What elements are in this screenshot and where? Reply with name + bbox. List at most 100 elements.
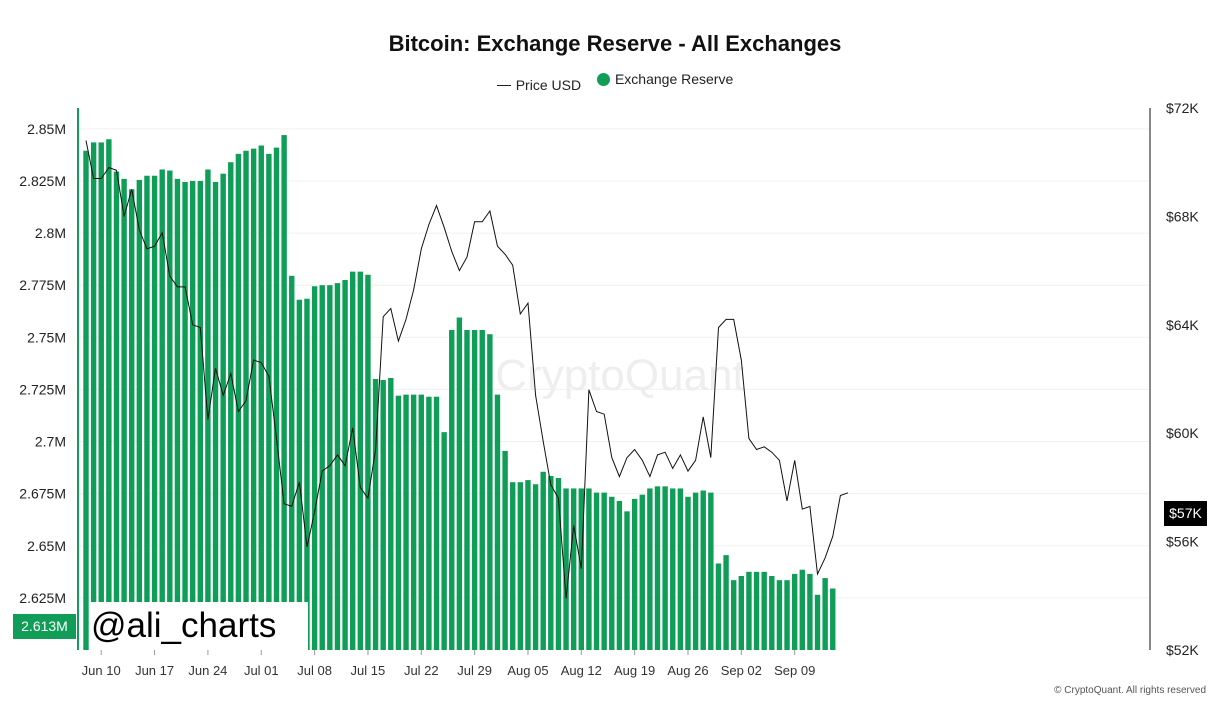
reserve-bar (616, 500, 623, 650)
reserve-bar (700, 490, 706, 650)
reserve-bar (738, 576, 745, 650)
gridlines (78, 128, 1150, 599)
right-tick-label: $68K (1166, 208, 1199, 224)
reserve-bar (319, 285, 325, 650)
reserve-bar (113, 171, 120, 650)
author-handle: @ali_charts (89, 602, 308, 650)
reserve-bar (731, 580, 737, 650)
reserve-bar (174, 178, 181, 650)
reserve-bar (311, 286, 318, 650)
reserve-bar (106, 139, 112, 650)
reserve-bar (670, 488, 676, 650)
reserve-bar (654, 486, 661, 650)
reserve-bar (814, 594, 821, 650)
left-tick-label: 2.65M (27, 538, 66, 554)
reserve-bar (327, 285, 333, 650)
reserve-bar (799, 569, 805, 650)
reserve-bar (464, 330, 470, 650)
reserve-bar (555, 478, 562, 650)
reserve-bar (753, 571, 760, 650)
reserve-bar (205, 169, 211, 650)
reserve-bar (235, 153, 242, 651)
left-tick-label: 2.85M (27, 121, 66, 137)
reserve-bar (334, 283, 341, 650)
reserve-bar (502, 450, 508, 650)
reserve-bar (258, 145, 264, 650)
x-tick-label: Jul 01 (244, 663, 279, 678)
right-tick-label: $64K (1166, 317, 1199, 333)
reserve-bar (548, 475, 554, 650)
right-tick-label: $72K (1166, 100, 1199, 116)
reserve-bars (83, 135, 836, 651)
reserve-bar (776, 580, 783, 650)
reserve-bar (487, 334, 493, 650)
x-axis-ticks: Jun 10 Jun 17 Jun 24 Jul 01 Jul 08 Jul 15 Jul … (82, 650, 815, 678)
x-tick-label: Jun 10 (82, 663, 121, 678)
circle-swatch-icon (596, 72, 610, 86)
x-tick-label: Jun 17 (135, 663, 174, 678)
left-tick-label: 2.825M (19, 173, 66, 189)
reserve-bar (586, 488, 592, 650)
reserve-bar (601, 492, 607, 650)
reserve-bar (494, 394, 501, 650)
left-tick-label: 2.75M (27, 329, 66, 345)
reserve-bar (350, 271, 356, 650)
reserve-bar (365, 274, 371, 650)
reserve-bar (296, 299, 303, 650)
reserve-bar (372, 379, 379, 650)
reserve-bar (830, 588, 836, 650)
reserve-bar (433, 396, 440, 650)
copyright-footer: © CryptoQuant. All rights reserved (1054, 685, 1206, 696)
reserve-bar (525, 480, 531, 650)
x-tick-label: Jul 15 (351, 663, 386, 678)
reserve-bar (677, 488, 684, 650)
reserve-bar (273, 147, 280, 651)
legend-item-price[interactable]: Price USD (496, 77, 581, 93)
reserve-bar (220, 173, 226, 651)
reserve-bar (791, 573, 798, 650)
reserve-bar (708, 492, 714, 650)
x-tick-label: Sep 02 (721, 663, 762, 678)
x-tick-label: Sep 09 (774, 663, 815, 678)
reserve-bar (144, 175, 150, 650)
current-price-label: $57K (1164, 501, 1207, 526)
reserve-bar (563, 488, 569, 650)
x-tick-label: Aug 12 (561, 663, 602, 678)
reserve-bar (510, 482, 516, 650)
reserve-bar (578, 488, 584, 650)
right-tick-label: $52K (1166, 642, 1199, 658)
reserve-bar (692, 492, 699, 650)
reserve-bar (357, 271, 364, 650)
reserve-bar (593, 492, 600, 650)
reserve-bar (426, 396, 432, 650)
x-tick-label: Aug 19 (614, 663, 655, 678)
reserve-bar (281, 135, 287, 651)
reserve-bar (662, 486, 668, 650)
reserve-bar (250, 148, 257, 650)
reserve-bar (822, 578, 828, 650)
x-tick-label: Jun 24 (188, 663, 227, 678)
reserve-bar (197, 180, 203, 650)
x-tick-label: Jul 29 (457, 663, 492, 678)
reserve-bar (403, 394, 409, 650)
reserve-bar (609, 496, 615, 650)
reserve-bar (532, 484, 539, 650)
reserve-bar (807, 573, 813, 650)
reserve-bar (418, 394, 424, 650)
right-tick-label: $60K (1166, 425, 1199, 441)
right-tick-label: $56K (1166, 534, 1199, 550)
reserve-bar (410, 394, 417, 650)
reserve-bar (304, 298, 310, 650)
reserve-bar (517, 482, 524, 650)
reserve-bar (685, 496, 691, 650)
reserve-bar (90, 142, 97, 650)
reserve-bar (639, 494, 645, 650)
chart-title: Bitcoin: Exchange Reserve - All Exchange… (388, 31, 842, 56)
right-axis-ticks: $72K $68K $64K $60K $56K $52K (1166, 100, 1199, 658)
reserve-bar (624, 511, 630, 650)
x-tick-label: Jul 08 (297, 663, 332, 678)
reserve-bar (380, 380, 386, 650)
reserve-bar (121, 178, 127, 650)
legend-item-reserve[interactable]: Exchange Reserve (596, 71, 733, 87)
reserve-bar (723, 555, 729, 650)
